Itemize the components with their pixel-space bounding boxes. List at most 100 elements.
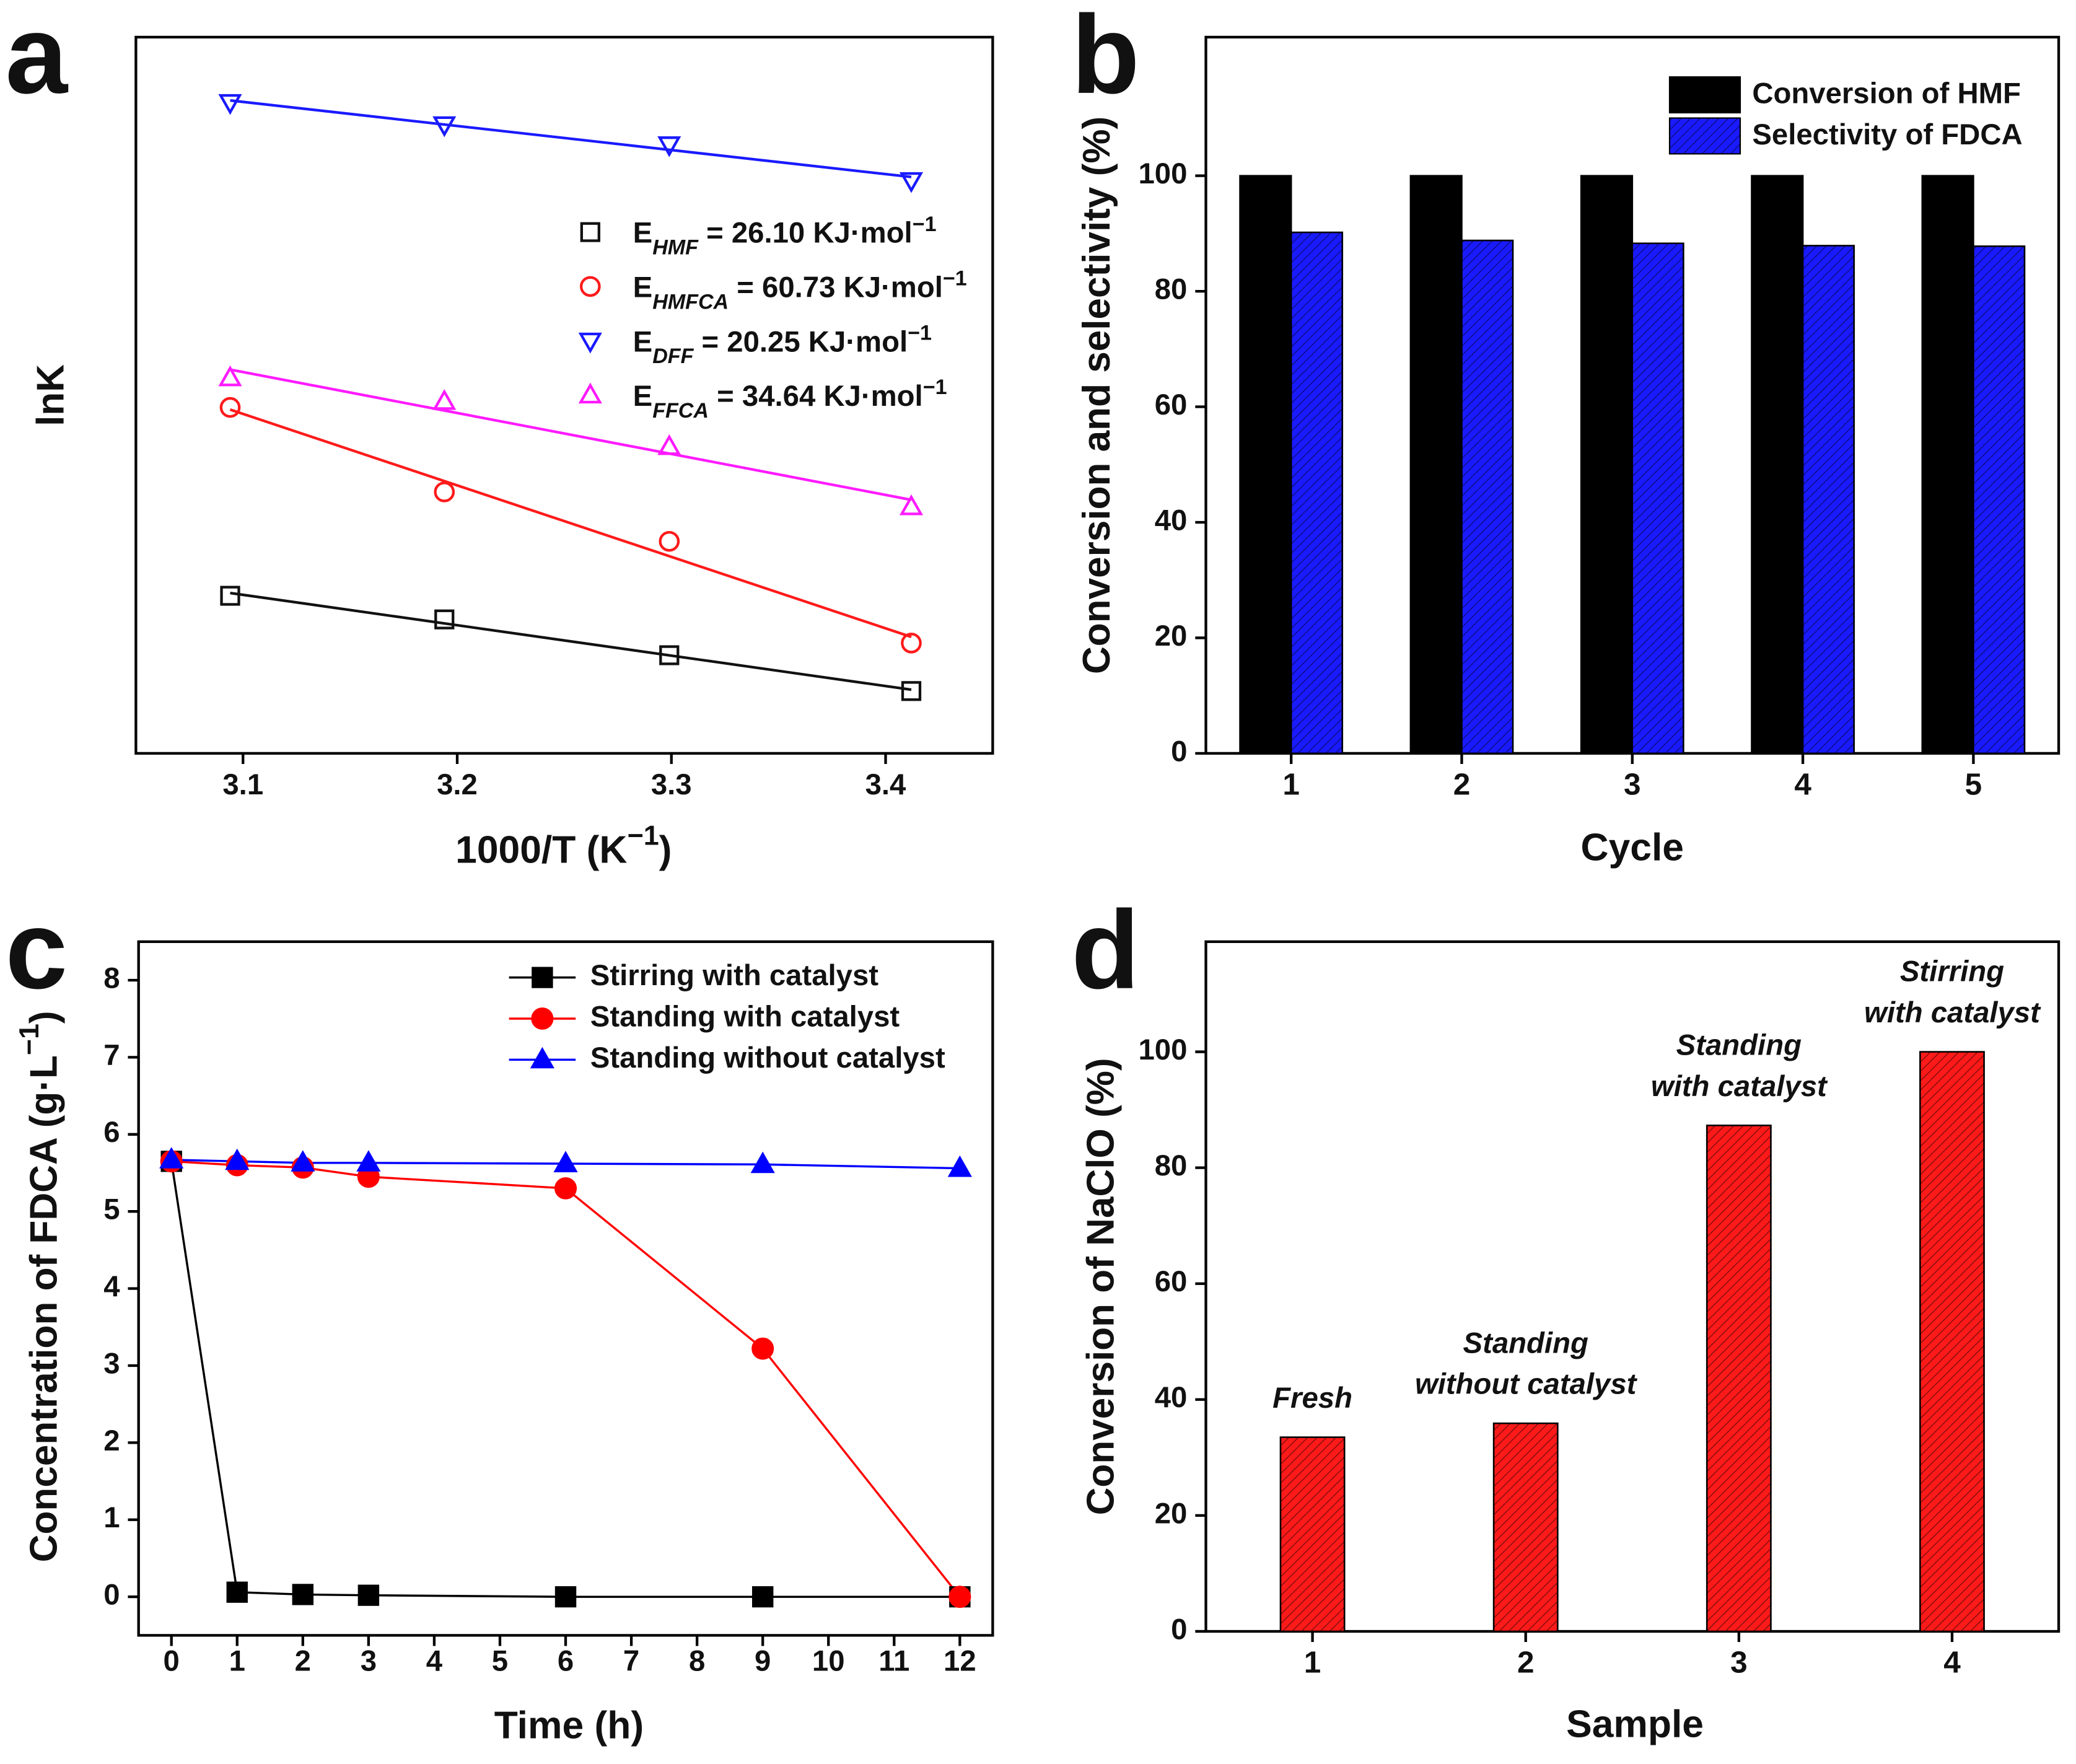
x-tick-label: 6 — [558, 1645, 574, 1678]
bar — [1239, 175, 1292, 755]
legend-label: EDFF = 20.25 KJ·mol−1 — [633, 321, 932, 368]
bar — [1919, 1051, 1985, 1633]
legend-label: Conversion of HMF — [1752, 77, 2021, 110]
x-axis-title: 1000/T (K−1) — [455, 820, 672, 871]
marker — [434, 609, 455, 630]
marker — [657, 136, 681, 157]
text-part: 1000/T (K — [455, 829, 627, 872]
y-axis-title: lnK — [29, 364, 72, 426]
text-part: Concentration of FDCA (g·L — [23, 1055, 66, 1562]
bar — [1580, 175, 1634, 755]
marker — [225, 1148, 250, 1170]
y-tick-label: 3 — [103, 1348, 120, 1380]
x-tick-label: 3.2 — [437, 768, 478, 801]
y-tick-label: 1 — [103, 1501, 120, 1534]
legend-marker — [579, 276, 601, 297]
text-part: E — [633, 325, 653, 358]
text-part: −1 — [913, 213, 937, 236]
panel-letter: c — [6, 888, 68, 1012]
x-tick-label: 2 — [1453, 767, 1471, 801]
x-tick-label: 4 — [1943, 1646, 1961, 1680]
x-tick-label: 3.1 — [222, 768, 263, 801]
legend-swatch — [1668, 76, 1741, 114]
y-tick-label: 0 — [1171, 1613, 1187, 1646]
series-line — [171, 1160, 961, 1598]
x-tick-label: 2 — [295, 1645, 311, 1678]
y-tick-label: 2 — [103, 1424, 120, 1457]
x-tick-label: 12 — [944, 1645, 976, 1678]
y-tick-label: 80 — [1155, 1149, 1188, 1182]
text-part: = 60.73 KJ·mol — [729, 271, 943, 304]
y-tick-label: 5 — [103, 1193, 120, 1226]
x-tick-label: 3 — [361, 1645, 377, 1678]
marker — [751, 1586, 774, 1608]
y-tick-label: 60 — [1155, 388, 1188, 421]
bar — [1492, 1422, 1559, 1633]
text-part: −1 — [908, 321, 932, 344]
text-part: E — [633, 271, 653, 304]
text-part: ) — [23, 1011, 66, 1024]
bar — [1921, 175, 1974, 755]
text-part: E — [633, 380, 653, 413]
marker — [899, 172, 924, 193]
x-tick-label: 1 — [1304, 1646, 1321, 1680]
marker — [357, 1584, 380, 1606]
y-tick-label: 6 — [103, 1116, 120, 1149]
text-part: FFCA — [652, 399, 709, 423]
panel-letter: d — [1071, 888, 1139, 1012]
bar — [1802, 245, 1855, 755]
marker — [356, 1150, 381, 1172]
bar-annotation: with catalyst — [1864, 996, 2041, 1029]
marker — [432, 388, 457, 410]
marker — [659, 645, 680, 665]
x-tick-label: 3.4 — [865, 768, 906, 801]
text-part: = 26.10 KJ·mol — [698, 217, 913, 250]
y-tick-label: 100 — [1138, 157, 1187, 190]
legend-label: EHMF = 26.10 KJ·mol−1 — [633, 213, 937, 260]
panel-letter: a — [6, 0, 69, 117]
bar-annotation: Standing — [1463, 1327, 1588, 1359]
marker — [750, 1151, 775, 1174]
x-tick-label: 11 — [878, 1645, 909, 1678]
text-part: E — [633, 217, 653, 250]
x-tick-label: 3.3 — [651, 768, 692, 801]
x-tick-label: 5 — [1965, 767, 1982, 801]
marker — [218, 94, 242, 115]
x-tick-label: 3 — [1624, 767, 1641, 801]
y-tick-label: 100 — [1138, 1033, 1187, 1066]
panel-letter: b — [1071, 0, 1139, 117]
y-tick-label: 40 — [1155, 504, 1188, 537]
marker — [434, 481, 455, 502]
y-tick-label: 80 — [1155, 273, 1188, 306]
bar-annotation: Fresh — [1272, 1382, 1352, 1415]
marker — [751, 1337, 774, 1360]
legend-label: Stirring with catalyst — [590, 959, 879, 992]
legend-swatch — [1668, 117, 1741, 155]
x-tick-label: 2 — [1517, 1646, 1535, 1680]
y-tick-label: 40 — [1155, 1381, 1188, 1414]
y-tick-label: 4 — [103, 1270, 120, 1303]
legend-label: Selectivity of FDCA — [1752, 118, 2022, 151]
bar — [1751, 175, 1804, 755]
y-tick-label: 20 — [1155, 620, 1188, 652]
fit-line — [230, 99, 912, 178]
legend-label: EFFCA = 34.64 KJ·mol−1 — [633, 375, 947, 423]
y-tick-label: 60 — [1155, 1265, 1188, 1298]
bar — [1290, 231, 1344, 755]
text-part: DFF — [652, 344, 694, 368]
y-axis-title: Conversion of NaClO (%) — [1079, 1058, 1122, 1515]
marker — [899, 494, 924, 516]
fit-line — [230, 368, 912, 501]
legend-marker — [530, 1047, 554, 1069]
text-part: HMF — [652, 236, 699, 260]
marker — [218, 365, 242, 387]
legend-marker — [580, 222, 600, 242]
fit-line — [229, 408, 912, 638]
legend-label: Standing with catalyst — [590, 1001, 900, 1033]
plot-frame — [134, 35, 994, 755]
marker — [947, 1155, 972, 1177]
x-tick-label: 9 — [755, 1645, 771, 1678]
x-axis-title: Sample — [1566, 1703, 1704, 1746]
bar — [1279, 1436, 1346, 1633]
marker — [226, 1581, 248, 1603]
